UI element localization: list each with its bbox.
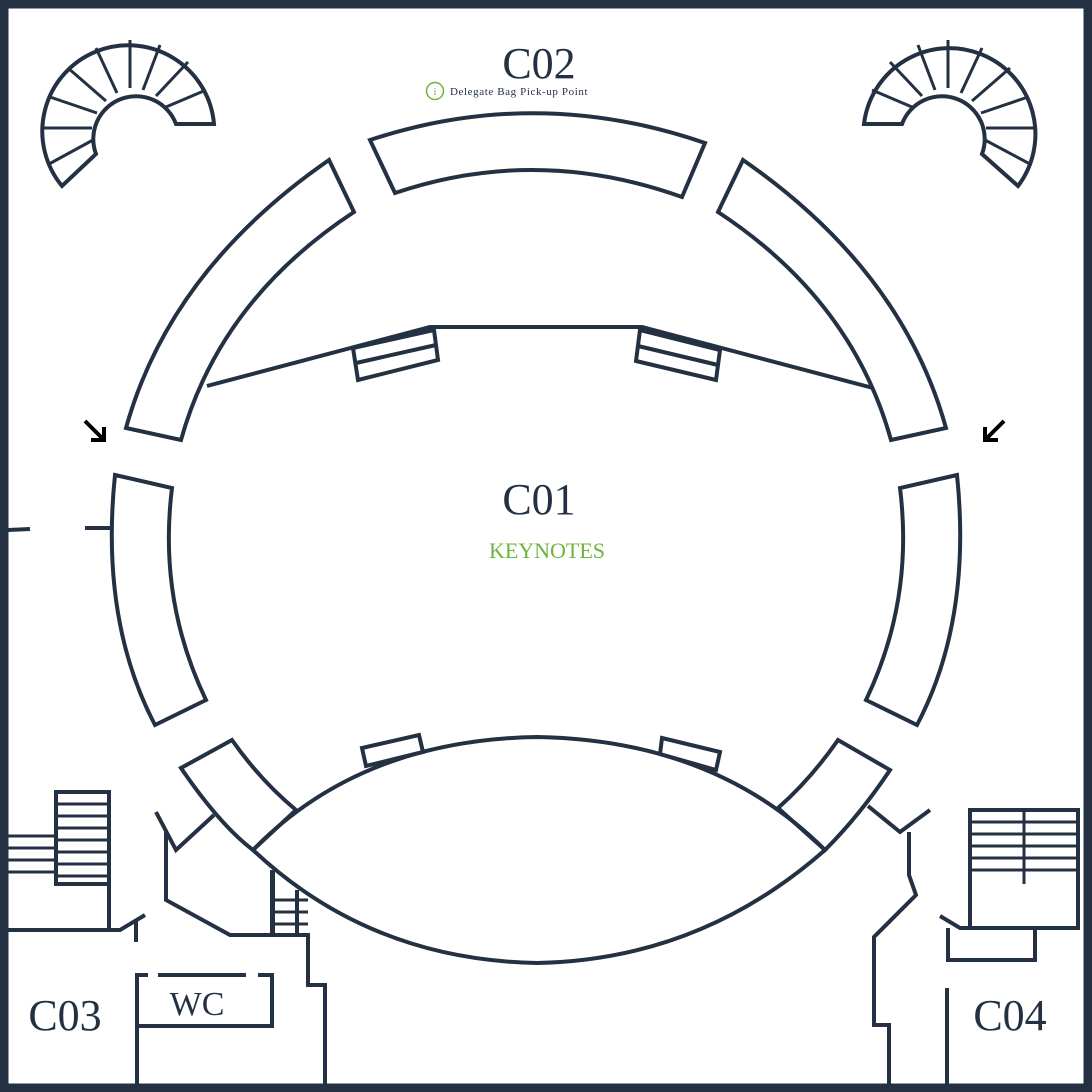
room-label-c03: C03 [28,991,101,1040]
delegate-bag-poi[interactable]: i Delegate Bag Pick-up Point [425,81,589,101]
left-wall-stubs [7,526,110,532]
room-subtitle-keynotes: KEYNOTES [489,538,605,563]
entrance-arrow-icon-left [83,419,106,442]
room-label-c02: C02 [502,39,575,88]
spiral-staircase-icon-left [40,40,217,189]
room-label-wc: WC [170,986,225,1023]
ring-walls [109,111,963,853]
bottom-left-structure [8,790,327,1084]
room-label-c04: C04 [973,991,1046,1040]
info-icon-glyph: i [434,87,437,98]
bottom-right-structure [866,804,1080,1084]
spiral-staircase-icon-right [861,40,1038,189]
foyer-lens [250,732,828,966]
room-label-c01: C01 [502,475,575,524]
entrance-arrow-icon-right [983,419,1006,442]
info-icon [425,81,445,101]
poi-label-delegate-bag: Delegate Bag Pick-up Point [450,86,588,98]
stage [206,325,874,390]
